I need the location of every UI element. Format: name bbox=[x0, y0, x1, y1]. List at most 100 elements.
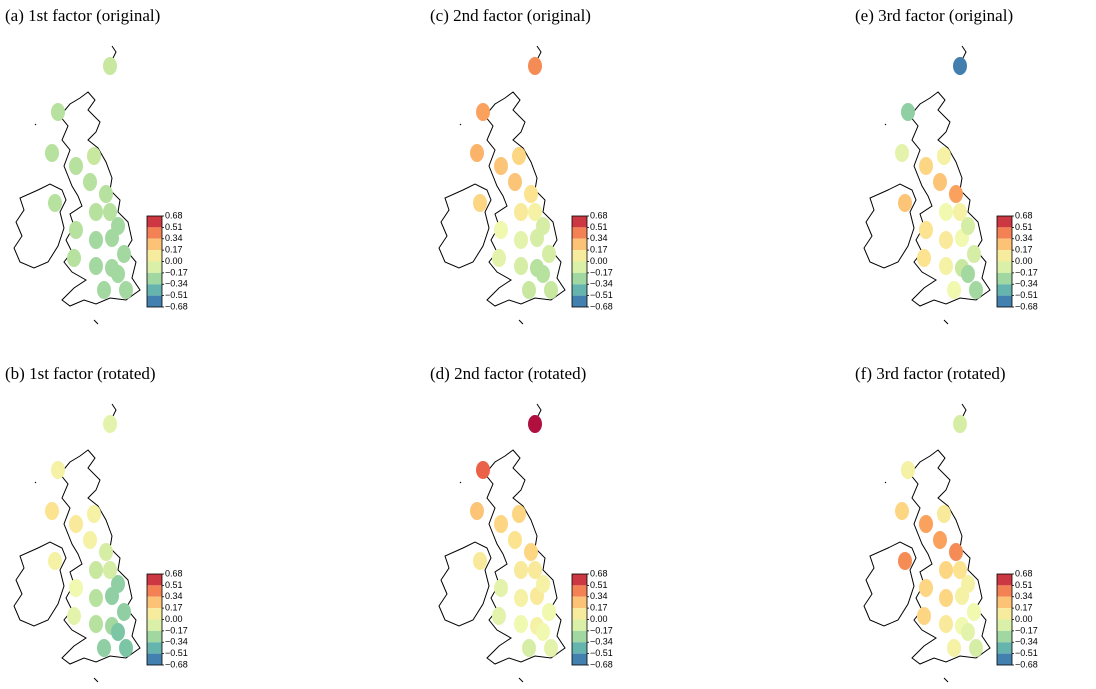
colorbar-label: −0.34 bbox=[590, 279, 613, 289]
station-dot bbox=[939, 589, 953, 607]
colorbar-label: −0.34 bbox=[1015, 637, 1038, 647]
station-dot bbox=[528, 203, 542, 221]
colorbar-band bbox=[147, 608, 162, 620]
station-dot bbox=[917, 607, 931, 625]
colorbar-band bbox=[572, 574, 587, 586]
coastline bbox=[863, 403, 991, 683]
colorbar-label: −0.17 bbox=[165, 267, 188, 277]
station-dot bbox=[103, 561, 117, 579]
colorbar-label: −0.17 bbox=[1015, 267, 1038, 277]
colorbar-band bbox=[572, 630, 587, 643]
colorbar-label: 0.51 bbox=[165, 222, 183, 232]
station-dot bbox=[917, 249, 931, 267]
station-dot bbox=[117, 603, 131, 621]
station-dot bbox=[939, 561, 953, 579]
station-dot bbox=[919, 579, 933, 597]
station-dot bbox=[470, 502, 484, 520]
station-dot bbox=[524, 185, 538, 203]
station-dot bbox=[89, 203, 103, 221]
colorbar-band bbox=[997, 295, 1012, 307]
station-dot bbox=[939, 231, 953, 249]
station-dot bbox=[111, 623, 125, 641]
station-dot bbox=[111, 265, 125, 283]
colorbar-band bbox=[997, 630, 1012, 643]
colorbar-band bbox=[572, 216, 587, 228]
colorbar-band bbox=[147, 630, 162, 643]
station-dot bbox=[969, 281, 983, 299]
station-dot bbox=[542, 603, 556, 621]
colorbar-band bbox=[997, 272, 1012, 285]
station-dot bbox=[51, 103, 65, 121]
colorbar-label: 0.00 bbox=[590, 256, 608, 266]
station-dot bbox=[508, 531, 522, 549]
station-dot bbox=[45, 502, 59, 520]
station-dot bbox=[933, 531, 947, 549]
station-dot bbox=[119, 281, 133, 299]
colorbar-band bbox=[147, 238, 162, 251]
station-dot bbox=[492, 607, 506, 625]
coastline bbox=[863, 45, 991, 325]
colorbar-band bbox=[997, 653, 1012, 665]
colorbar-label: −0.51 bbox=[165, 290, 188, 300]
station-dot bbox=[919, 515, 933, 533]
colorbar-band bbox=[147, 227, 162, 239]
station-dot bbox=[522, 281, 536, 299]
colorbar-label: 0.68 bbox=[165, 568, 183, 578]
colorbar-label: 0.51 bbox=[1015, 222, 1033, 232]
colorbar-band bbox=[997, 284, 1012, 296]
colorbar-label: 0.68 bbox=[590, 568, 608, 578]
panel-title: (b) 1st factor (rotated) bbox=[5, 364, 156, 383]
colorbar-label: −0.68 bbox=[165, 659, 188, 669]
colorbar-label: 0.17 bbox=[1015, 603, 1033, 613]
station-dot bbox=[536, 265, 550, 283]
colorbar-band bbox=[147, 619, 162, 631]
colorbar-band bbox=[572, 238, 587, 251]
station-dot bbox=[97, 281, 111, 299]
station-dot bbox=[514, 589, 528, 607]
station-dot bbox=[494, 157, 508, 175]
map-panel: (b) 1st factor (rotated) 0.68 0.510.34 0.17… bbox=[5, 364, 188, 683]
station-dot bbox=[119, 639, 133, 657]
station-dot bbox=[522, 639, 536, 657]
colorbar-band bbox=[147, 585, 162, 597]
station-dot bbox=[514, 257, 528, 275]
station-dot bbox=[967, 603, 981, 621]
colorbar-label: 0.00 bbox=[165, 614, 183, 624]
station-dot bbox=[528, 561, 542, 579]
station-dot bbox=[99, 185, 113, 203]
colorbar-label: 0.00 bbox=[590, 614, 608, 624]
station-dot bbox=[514, 615, 528, 633]
station-dot bbox=[494, 515, 508, 533]
station-dot bbox=[524, 543, 538, 561]
station-dot bbox=[536, 575, 550, 593]
station-dot bbox=[895, 144, 909, 162]
station-dot bbox=[895, 502, 909, 520]
colorbar-band bbox=[997, 608, 1012, 620]
colorbar-label: 0.68 bbox=[1015, 568, 1033, 578]
station-dot bbox=[919, 221, 933, 239]
colorbar-label: 0.68 bbox=[590, 210, 608, 220]
coastline bbox=[438, 403, 566, 683]
station-dot bbox=[967, 245, 981, 263]
station-dot bbox=[69, 221, 83, 239]
colorbar-label: −0.68 bbox=[165, 301, 188, 311]
station-dot bbox=[953, 57, 967, 75]
colorbar-label: 0.17 bbox=[590, 603, 608, 613]
station-dot bbox=[961, 575, 975, 593]
colorbar-band bbox=[997, 596, 1012, 609]
station-dot bbox=[117, 245, 131, 263]
station-dot bbox=[512, 147, 526, 165]
coastline bbox=[438, 45, 566, 325]
map-panel: (a) 1st factor (original) 0.68 0.510.34 0.1… bbox=[5, 6, 188, 325]
colorbar-label: 0.00 bbox=[1015, 256, 1033, 266]
colorbar-label: 0.00 bbox=[165, 256, 183, 266]
colorbar-label: 0.34 bbox=[165, 591, 183, 601]
station-dot bbox=[473, 552, 487, 570]
station-dot bbox=[89, 257, 103, 275]
colorbar-band bbox=[572, 295, 587, 307]
coastline bbox=[13, 403, 141, 683]
colorbar-band bbox=[147, 272, 162, 285]
station-dot bbox=[939, 203, 953, 221]
station-dot bbox=[476, 103, 490, 121]
